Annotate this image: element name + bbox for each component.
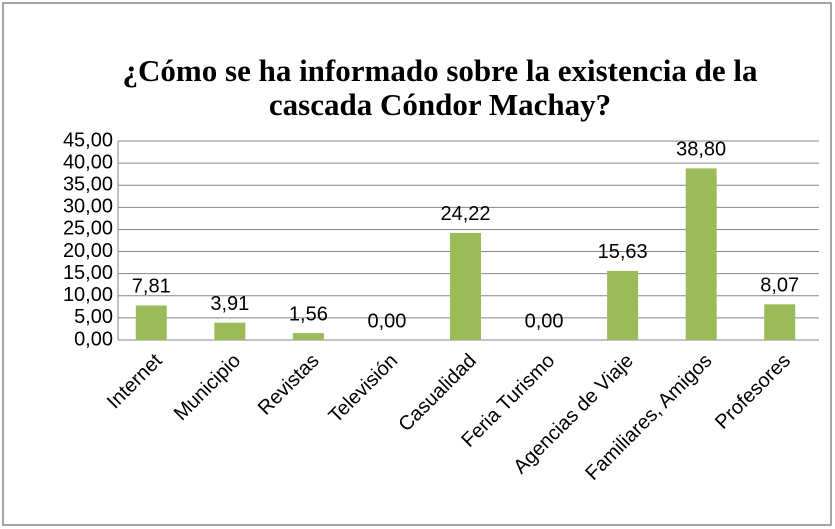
chart-title: ¿Cómo se ha informado sobre la existenci… [123, 53, 758, 88]
value-label: 15,63 [598, 241, 648, 263]
y-tick-label: 10,00 [63, 284, 113, 306]
value-label: 24,22 [440, 203, 490, 225]
value-label: 0,00 [367, 310, 406, 332]
y-tick-label: 25,00 [63, 218, 113, 240]
value-label: 0,00 [525, 310, 564, 332]
bar [764, 304, 796, 340]
y-tick-label: 20,00 [63, 240, 113, 262]
y-tick-label: 0,00 [74, 328, 113, 350]
bar [135, 305, 167, 340]
bar [685, 168, 717, 340]
value-label: 3,91 [210, 293, 249, 315]
y-tick-label: 30,00 [63, 196, 113, 218]
y-tick-label: 35,00 [63, 174, 113, 196]
value-label: 38,80 [676, 139, 726, 161]
bar [214, 322, 246, 340]
bar [607, 270, 639, 340]
y-tick-label: 15,00 [63, 262, 113, 284]
chart-title: cascada Cóndor Machay? [269, 87, 611, 122]
value-label: 7,81 [132, 276, 171, 298]
bar [450, 232, 481, 340]
y-tick-label: 5,00 [74, 306, 113, 328]
y-tick-label: 40,00 [63, 151, 113, 173]
y-tick-label: 45,00 [63, 129, 113, 151]
value-label: 8,07 [760, 275, 799, 297]
value-label: 1,56 [289, 303, 328, 325]
bar [292, 333, 324, 340]
